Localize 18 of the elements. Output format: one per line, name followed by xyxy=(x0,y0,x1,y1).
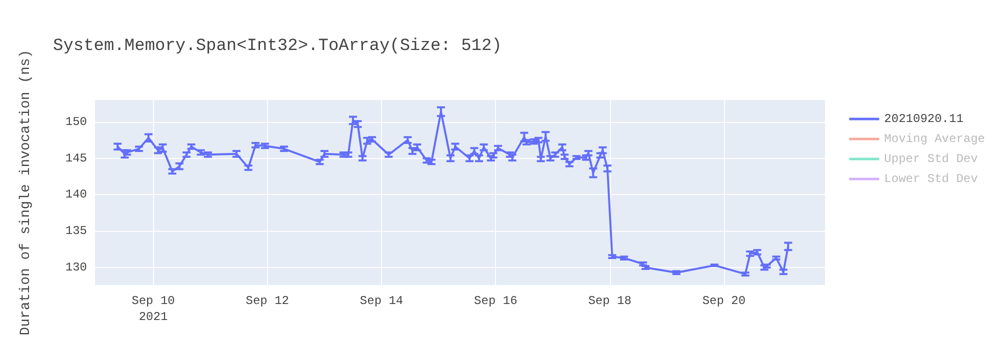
y-tick-label: 150 xyxy=(65,114,87,129)
y-axis-title: Duration of single invocation (ns) xyxy=(18,50,34,336)
x-tick-label: Sep 12 xyxy=(246,294,290,308)
chart-title: System.Memory.Span<Int32>.ToArray(Size: 512) xyxy=(53,37,502,56)
line-series xyxy=(116,110,790,276)
legend-label: 20210920.11 xyxy=(884,112,964,126)
y-tick-label: 135 xyxy=(65,224,87,238)
legend-label: Upper Std Dev xyxy=(884,152,978,166)
x-tick-label: Sep 10 2021 xyxy=(132,294,175,324)
y-tick-label: 130 xyxy=(65,260,87,275)
y-tick-label: 145 xyxy=(65,151,87,166)
x-tick-label: Sep 20 xyxy=(702,294,746,308)
legend-label: Moving Average xyxy=(884,132,986,146)
x-tick-label: Sep 14 xyxy=(360,294,404,308)
y-tick-label: 140 xyxy=(65,188,87,202)
legend-label: Lower Std Dev xyxy=(884,172,978,186)
x-tick-label: Sep 18 xyxy=(588,294,632,308)
x-tick-label: Sep 16 xyxy=(474,294,518,308)
